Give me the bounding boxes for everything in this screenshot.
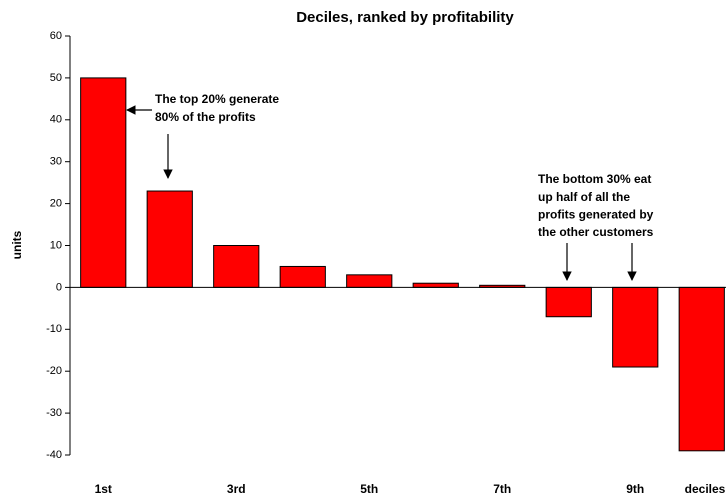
bar [545, 286, 592, 318]
annotation-text: The top 20% generate [155, 92, 279, 106]
y-tick-label: 20 [50, 198, 62, 210]
x-tick-label: 5th [360, 482, 378, 496]
annotation-text: The bottom 30% eat [538, 172, 651, 186]
y-tick-label: -20 [46, 365, 62, 377]
y-tick-label: 50 [50, 72, 62, 84]
y-tick-label: 10 [50, 239, 62, 251]
x-tick-label: 9th [626, 482, 644, 496]
bar [346, 274, 393, 288]
y-tick-label: -10 [46, 323, 62, 335]
y-tick-label: 30 [50, 156, 62, 168]
chart-title: Deciles, ranked by profitability [296, 9, 514, 26]
annotation: The top 20% generate 80% of the profits [126, 92, 279, 179]
y-axis-label: units [10, 230, 24, 259]
x-tick-label: 7th [493, 482, 511, 496]
annotation-text: 80% of the profits [155, 110, 256, 124]
y-tick-label: -30 [46, 407, 62, 419]
bar [213, 245, 260, 288]
annotation-text: up half of all the [538, 190, 630, 204]
annotation-text: the other customers [538, 225, 654, 239]
y-tick-label: -40 [46, 449, 62, 461]
bar [146, 190, 193, 288]
bar [612, 286, 659, 368]
bar [678, 286, 725, 452]
bar [412, 282, 459, 288]
y-tick-label: 0 [56, 281, 62, 293]
annotation-text: profits generated by [538, 207, 654, 221]
x-tick-label: 3rd [227, 482, 246, 496]
annotation: The bottom 30% eat up half of all the prof… [538, 172, 654, 281]
x-tick-label: 1st [95, 482, 112, 496]
x-axis-label: deciles [685, 482, 726, 496]
y-tick-label: 60 [50, 30, 62, 42]
bar [80, 77, 127, 288]
y-tick-label: 40 [50, 114, 62, 126]
bar [279, 265, 326, 288]
